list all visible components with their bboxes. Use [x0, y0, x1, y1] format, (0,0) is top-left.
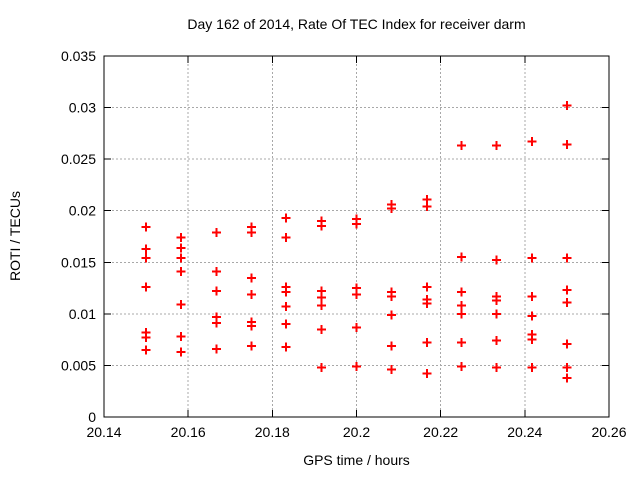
data-point: [141, 222, 151, 232]
y-tick-label: 0.02: [69, 203, 96, 219]
x-tick-label: 20.26: [591, 424, 626, 440]
x-tick-label: 20.18: [255, 424, 290, 440]
data-point: [562, 140, 572, 150]
data-point: [422, 282, 432, 292]
data-point: [386, 204, 396, 214]
data-point: [527, 335, 537, 345]
data-point: [281, 342, 291, 352]
data-point: [562, 339, 572, 349]
data-point: [492, 295, 502, 305]
y-tick-label: 0.01: [69, 306, 96, 322]
data-point: [141, 333, 151, 343]
data-point: [527, 137, 537, 147]
data-point: [317, 301, 327, 311]
data-point: [176, 332, 186, 341]
data-point: [457, 141, 467, 151]
data-point: [492, 336, 502, 346]
data-point: [562, 285, 572, 295]
data-point: [176, 233, 186, 242]
data-point: [386, 341, 396, 351]
data-point: [527, 363, 537, 372]
data-point: [281, 233, 291, 242]
data-point: [246, 227, 256, 237]
x-tick-label: 20.2: [343, 424, 370, 440]
data-point: [562, 253, 572, 263]
data-point: [211, 267, 221, 277]
data-point: [176, 300, 186, 310]
data-point: [281, 302, 291, 312]
x-tick-label: 20.16: [171, 424, 206, 440]
y-tick-label: 0.03: [69, 100, 96, 116]
data-point: [281, 213, 291, 223]
data-point: [422, 369, 432, 379]
data-point: [457, 338, 467, 348]
data-point: [562, 373, 572, 383]
data-point: [176, 347, 186, 357]
data-point: [457, 301, 467, 311]
data-point: [141, 345, 151, 355]
data-point: [352, 289, 361, 299]
data-point: [317, 292, 327, 302]
data-point: [211, 344, 221, 354]
data-point: [492, 255, 502, 265]
data-point: [386, 291, 396, 301]
data-point: [352, 322, 361, 332]
data-point: [141, 282, 151, 292]
y-tick-label: 0.025: [61, 151, 96, 167]
y-tick-label: 0.005: [61, 357, 96, 373]
y-tick-labels: 0 0.005 0.01 0.015 0.02 0.025 0.03 0.035: [61, 48, 96, 425]
data-point: [562, 101, 572, 110]
data-point: [246, 273, 256, 283]
data-point: [281, 287, 291, 297]
data-point: [422, 202, 432, 212]
x-tick-label: 20.24: [507, 424, 542, 440]
data-point: [492, 309, 502, 319]
data-point: [527, 253, 537, 263]
data-point: [562, 298, 572, 307]
x-tick-labels: 20.14 20.16 20.18 20.2 20.22 20.24 20.26: [86, 424, 626, 440]
data-point: [246, 289, 256, 299]
data-point: [176, 267, 186, 277]
data-point: [422, 299, 432, 308]
data-point: [317, 363, 327, 372]
data-point: [492, 363, 502, 372]
data-point: [317, 324, 327, 334]
data-point: [352, 219, 361, 229]
data-point: [176, 243, 186, 253]
data-point: [246, 341, 256, 351]
data-point: [211, 286, 221, 296]
data-point: [352, 362, 361, 371]
data-point: [281, 319, 291, 329]
data-point: [386, 365, 396, 375]
data-point: [457, 287, 467, 297]
data-point: [386, 310, 396, 320]
data-point: [211, 318, 221, 328]
data-point: [246, 321, 256, 331]
axis-ticks: [103, 55, 610, 418]
data-point: [141, 253, 151, 263]
x-tick-label: 20.22: [423, 424, 458, 440]
data-point: [562, 363, 572, 372]
x-axis-label: GPS time / hours: [303, 452, 410, 468]
data-point: [141, 244, 151, 254]
data-point: [211, 227, 221, 237]
data-point: [457, 362, 467, 371]
data-points: [141, 101, 572, 383]
data-point: [527, 311, 537, 321]
data-point: [527, 291, 537, 301]
x-tick-label: 20.14: [86, 424, 121, 440]
data-point: [422, 338, 432, 348]
data-point: [492, 141, 502, 151]
data-point: [457, 309, 467, 319]
data-point: [317, 221, 327, 231]
chart-title: Day 162 of 2014, Rate Of TEC Index for r…: [187, 16, 526, 32]
data-point: [457, 252, 467, 262]
y-tick-label: 0.015: [61, 254, 96, 270]
y-tick-label: 0.035: [61, 48, 96, 64]
y-tick-label: 0: [88, 409, 96, 425]
data-point: [176, 253, 186, 263]
